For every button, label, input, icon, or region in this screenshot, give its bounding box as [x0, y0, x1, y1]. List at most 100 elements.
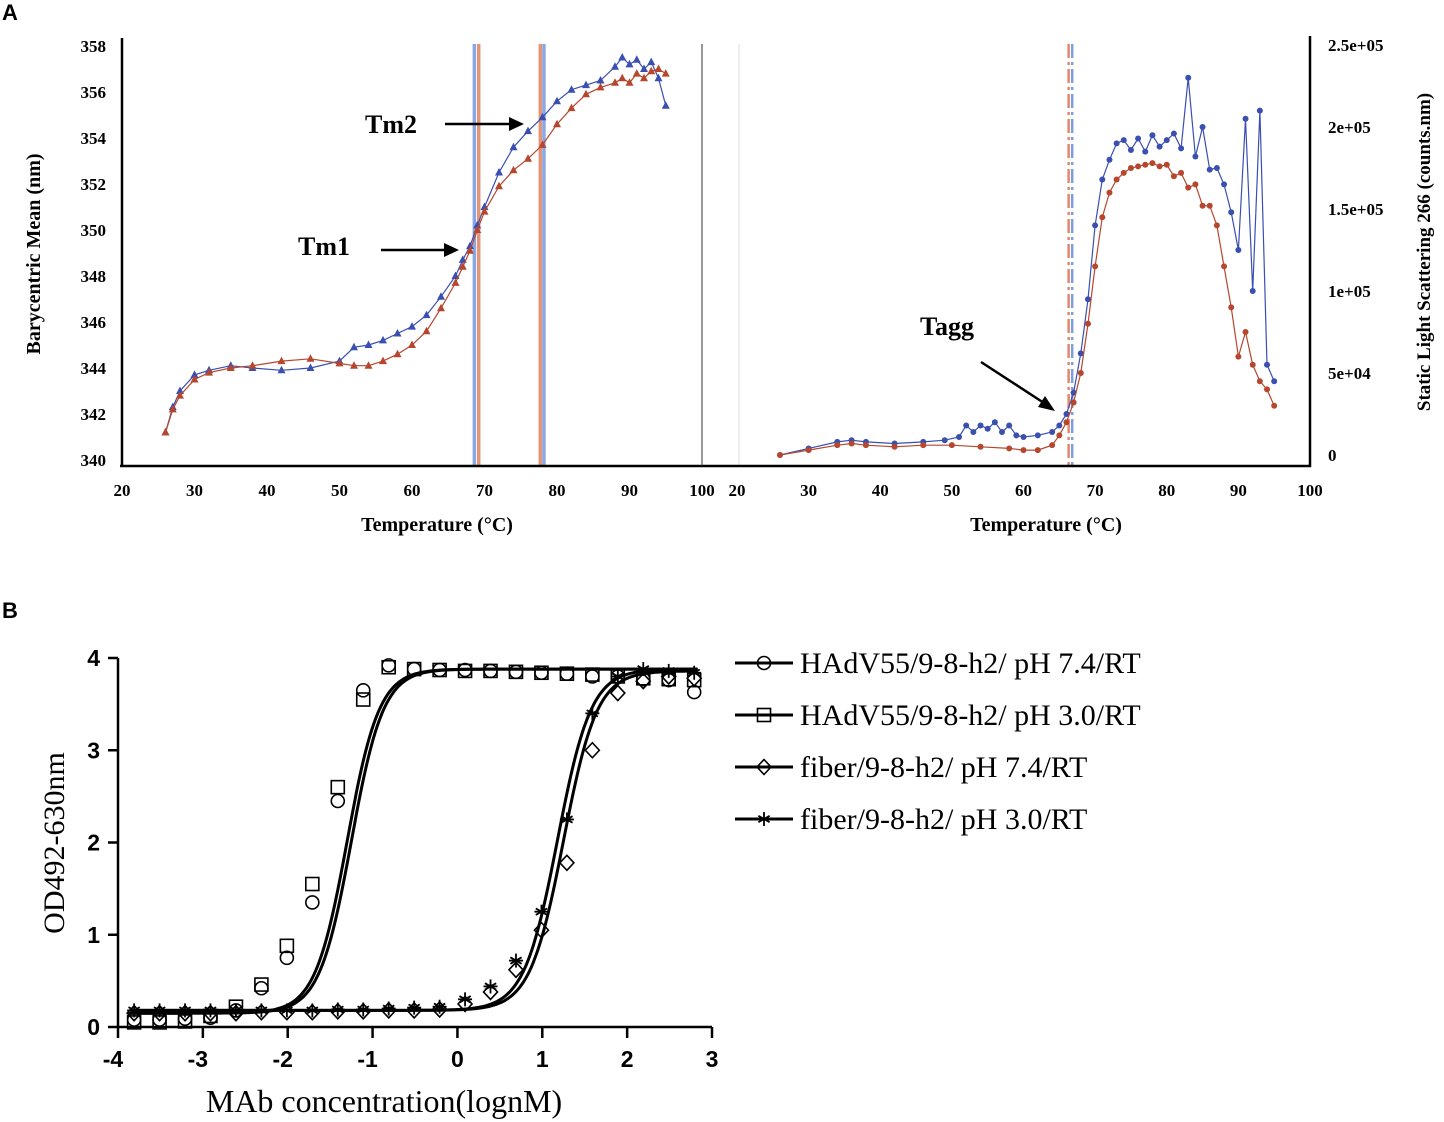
star-stroke [178, 1006, 192, 1015]
right-y-axis-label: Static Light Scattering 266 (counts.nm) [1414, 93, 1435, 411]
blue-point [1142, 148, 1149, 155]
sls-series [776, 74, 1278, 458]
red-point [1006, 445, 1013, 452]
red-point [393, 349, 402, 358]
blue-point [582, 80, 590, 89]
red-point [891, 443, 898, 450]
red-point [458, 262, 467, 270]
red-point [1163, 161, 1170, 168]
red-point [1242, 329, 1249, 335]
star-stroke [757, 814, 771, 824]
red-point [1106, 189, 1113, 196]
red-point [509, 165, 518, 174]
x-tick-label: 80 [549, 481, 566, 500]
blue-point [977, 422, 984, 429]
red-point [611, 78, 619, 86]
red-point [948, 442, 955, 449]
tagg-arrow [980, 360, 1045, 405]
red-point [168, 404, 177, 413]
circle-series-points [126, 658, 702, 1027]
red-point [364, 361, 373, 369]
red-point [480, 207, 489, 215]
blue-point [538, 112, 547, 121]
legend-item: HAdV55/9-8-h2/ pH 3.0/RT [735, 699, 1141, 732]
y-tick-label: 350 [81, 221, 107, 240]
elisa-chart: 0 1 2 3 4 -4 -3 -2 -1 0 1 2 3 MAb concentration(log… [38, 645, 1141, 1119]
circle-point [305, 895, 320, 910]
y-tick-label: 2.5e+05 [1328, 36, 1383, 55]
panel-b-label: B [2, 598, 18, 623]
red-point [1120, 169, 1127, 176]
square-point [483, 663, 498, 679]
star-point [636, 662, 651, 677]
red-point [1213, 222, 1220, 229]
x-tick-label: -4 [103, 1046, 124, 1072]
blue-point [350, 342, 358, 351]
legend: HAdV55/9-8-h2/ pH 7.4/RT HAdV55/9-8-h2/ p… [735, 647, 1141, 836]
blue-point [1264, 361, 1271, 368]
square-point [406, 661, 422, 677]
blue-point [509, 142, 518, 151]
star-stroke [560, 815, 573, 824]
red-point [625, 78, 634, 86]
red-point [1170, 173, 1177, 180]
x-tick-label: -2 [272, 1046, 292, 1072]
y-tick-label: 1e+05 [1328, 282, 1371, 301]
blue-point [567, 85, 576, 93]
blue-point [984, 425, 991, 432]
star-stroke [611, 672, 624, 681]
star-point [610, 669, 625, 684]
fit-curve [130, 667, 698, 1012]
diamond-point [635, 672, 652, 690]
circle-point [254, 980, 269, 996]
right-y-tick-labels: 0 5e+04 1e+05 1.5e+05 2e+05 2.5e+05 [1328, 36, 1383, 465]
x-ticks: -4 -3 -2 -1 0 1 2 3 [103, 1027, 718, 1072]
panel-a-label: A [2, 0, 18, 25]
blue-point [1271, 378, 1278, 385]
red-point [1178, 169, 1185, 176]
star-series-points [127, 662, 702, 1018]
red-point [437, 303, 445, 312]
red-point [1092, 263, 1099, 270]
star-point [203, 1003, 218, 1018]
square-series-points [126, 659, 702, 1030]
blue-point [422, 310, 431, 319]
legend-circle-marker [756, 655, 772, 671]
blue-point [364, 340, 373, 348]
tagg-label: Tagg [920, 312, 974, 341]
blue-point [1013, 432, 1020, 439]
red-line [779, 162, 1275, 456]
y-tick-label: 352 [81, 175, 107, 194]
blue-point [1034, 432, 1041, 439]
red-point [538, 140, 547, 148]
blue-point [1092, 222, 1099, 229]
circle-point [330, 793, 346, 809]
x-tick-label: 60 [404, 481, 421, 500]
red-point [1221, 263, 1228, 270]
y-tick-label: 348 [81, 267, 107, 286]
diamond-series-points [126, 667, 703, 1022]
blue-point [1249, 288, 1256, 294]
diamond-point [558, 854, 575, 872]
red-point [553, 119, 561, 128]
y-axis-label: OD492-630nm [38, 752, 71, 934]
y-tick-label: 342 [81, 405, 107, 424]
red-point [567, 103, 576, 112]
x-tick-label: 50 [331, 481, 348, 500]
diamond-point [533, 921, 550, 939]
blue-point [1163, 137, 1170, 144]
legend-diamond-marker [755, 758, 773, 776]
star-stroke [484, 982, 497, 991]
red-point [451, 278, 460, 286]
x-tick-label: 60 [1015, 481, 1032, 500]
legend-square-marker [756, 707, 772, 723]
blue-point [1242, 115, 1249, 122]
red-point [176, 391, 184, 399]
blue-point [277, 365, 286, 374]
barycentric-series [161, 53, 670, 436]
blue-point [1063, 411, 1070, 417]
legend-star-marker [757, 812, 771, 826]
square-point [585, 667, 600, 682]
star-stroke [153, 1006, 166, 1015]
star-point [559, 812, 574, 827]
